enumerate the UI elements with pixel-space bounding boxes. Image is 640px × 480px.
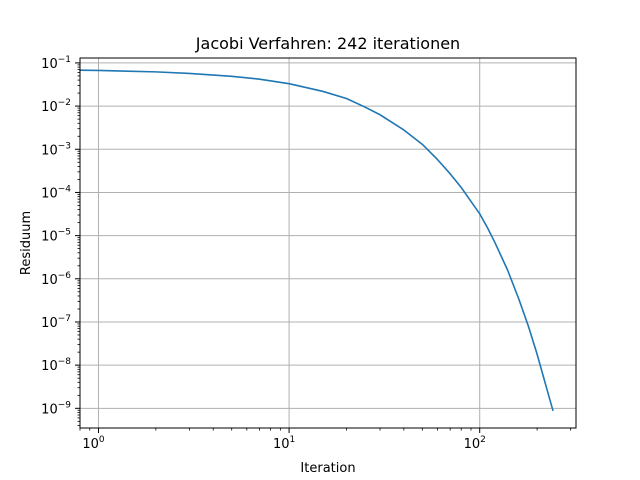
y-tick-label: 10−7 <box>41 314 71 331</box>
tick-labels: 100 101 102 10−1 10−2 10−3 10−4 10−5 10−6 10−7 10−… <box>41 55 486 452</box>
ticks <box>75 62 572 433</box>
y-tick-label: 10−6 <box>41 271 71 288</box>
y-axis-label: Residuum <box>19 211 34 275</box>
y-tick-label: 10−8 <box>41 357 71 374</box>
y-tick-label: 10−1 <box>41 55 71 72</box>
y-tick-label: 10−5 <box>41 228 71 245</box>
series-line <box>79 69 554 412</box>
plot-frame <box>79 57 577 429</box>
grid <box>80 58 576 428</box>
x-tick-label: 100 <box>82 435 105 452</box>
x-tick-label: 101 <box>273 435 295 452</box>
y-tick-label: 10−2 <box>41 98 71 115</box>
chart-title: Jacobi Verfahren: 242 iterationen <box>195 34 460 53</box>
y-tick-label: 10−4 <box>41 184 71 201</box>
series-layer <box>79 69 554 412</box>
x-axis-label: Iteration <box>300 461 355 476</box>
y-tick-label: 10−9 <box>41 400 71 417</box>
x-tick-label: 102 <box>464 435 486 452</box>
y-tick-label: 10−3 <box>41 141 71 158</box>
